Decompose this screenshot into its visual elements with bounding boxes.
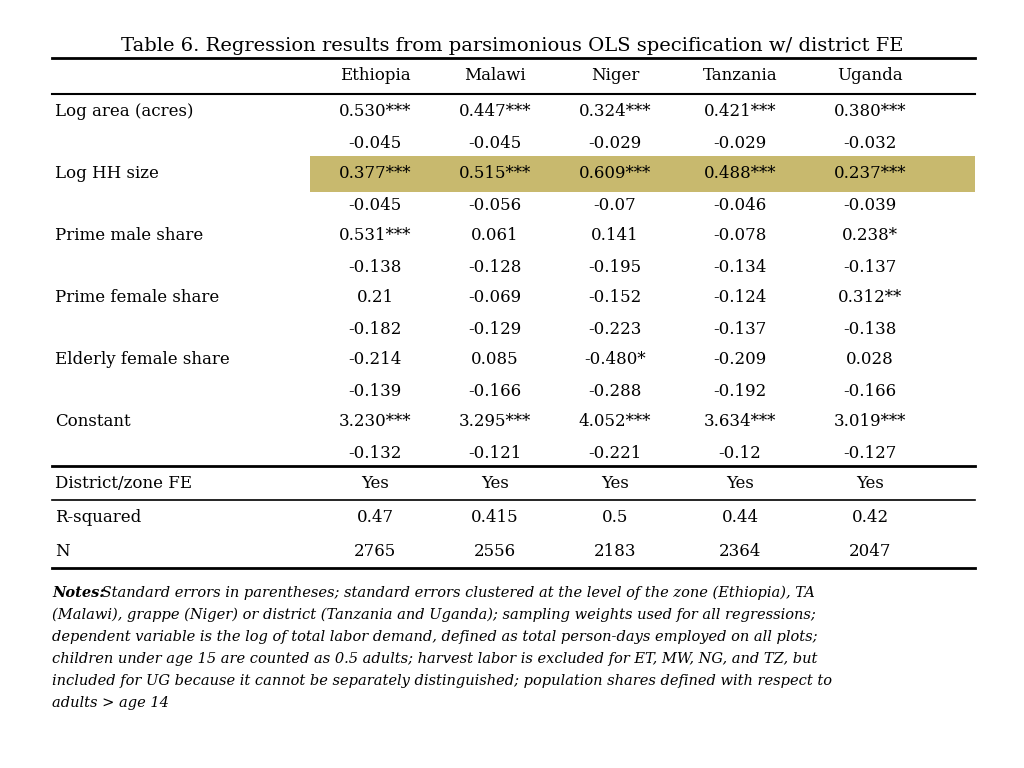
- Text: Standard errors in parentheses; standard errors clustered at the level of the zo: Standard errors in parentheses; standard…: [97, 586, 815, 601]
- Text: 0.42: 0.42: [851, 508, 889, 525]
- Text: 2364: 2364: [719, 542, 761, 560]
- Text: 0.028: 0.028: [846, 352, 894, 369]
- Text: 0.47: 0.47: [356, 508, 393, 525]
- Text: children under age 15 are counted as 0.5 adults; harvest labor is excluded for E: children under age 15 are counted as 0.5…: [52, 652, 817, 666]
- Text: 0.141: 0.141: [591, 227, 639, 244]
- Text: included for UG because it cannot be separately distinguished; population shares: included for UG because it cannot be sep…: [52, 674, 831, 688]
- Text: 0.531***: 0.531***: [339, 227, 412, 244]
- Text: -0.137: -0.137: [714, 320, 767, 337]
- Text: 3.634***: 3.634***: [703, 413, 776, 431]
- Text: Yes: Yes: [481, 475, 509, 492]
- Text: District/zone FE: District/zone FE: [55, 475, 193, 492]
- Text: Yes: Yes: [601, 475, 629, 492]
- Text: -0.132: -0.132: [348, 445, 401, 462]
- Text: -0.045: -0.045: [348, 134, 401, 151]
- Text: -0.223: -0.223: [589, 320, 642, 337]
- Text: (Malawi), grappe (Niger) or district (Tanzania and Uganda); sampling weights use: (Malawi), grappe (Niger) or district (Ta…: [52, 608, 816, 622]
- Text: 0.609***: 0.609***: [579, 165, 651, 183]
- Text: -0.138: -0.138: [348, 259, 401, 276]
- Text: -0.134: -0.134: [714, 259, 767, 276]
- Text: Malawi: Malawi: [464, 68, 525, 84]
- Text: Niger: Niger: [591, 68, 639, 84]
- Text: 4.052***: 4.052***: [579, 413, 651, 431]
- Text: 0.5: 0.5: [602, 508, 628, 525]
- Text: 0.421***: 0.421***: [703, 104, 776, 121]
- Text: -0.078: -0.078: [714, 227, 767, 244]
- Text: Yes: Yes: [726, 475, 754, 492]
- Text: -0.124: -0.124: [714, 290, 767, 306]
- Text: dependent variable is the log of total labor demand, defined as total person-day: dependent variable is the log of total l…: [52, 630, 817, 644]
- Text: -0.128: -0.128: [468, 259, 521, 276]
- Text: Ethiopia: Ethiopia: [340, 68, 411, 84]
- Text: -0.069: -0.069: [468, 290, 521, 306]
- Text: -0.129: -0.129: [468, 320, 521, 337]
- Text: 2183: 2183: [594, 542, 636, 560]
- Text: Uganda: Uganda: [838, 68, 903, 84]
- Text: Yes: Yes: [856, 475, 884, 492]
- Text: -0.166: -0.166: [468, 382, 521, 399]
- Text: -0.214: -0.214: [348, 352, 401, 369]
- Text: 0.515***: 0.515***: [459, 165, 531, 183]
- Text: 3.019***: 3.019***: [834, 413, 906, 431]
- Text: -0.127: -0.127: [844, 445, 897, 462]
- Bar: [310, 156, 975, 192]
- Text: -0.045: -0.045: [468, 134, 521, 151]
- Text: N: N: [55, 542, 70, 560]
- Text: -0.032: -0.032: [844, 134, 897, 151]
- Text: Log area (acres): Log area (acres): [55, 104, 194, 121]
- Text: -0.221: -0.221: [589, 445, 642, 462]
- Text: Tanzania: Tanzania: [702, 68, 777, 84]
- Text: Constant: Constant: [55, 413, 131, 431]
- Text: 0.237***: 0.237***: [834, 165, 906, 183]
- Text: -0.039: -0.039: [844, 197, 897, 214]
- Text: 0.530***: 0.530***: [339, 104, 412, 121]
- Text: -0.12: -0.12: [719, 445, 762, 462]
- Text: 0.447***: 0.447***: [459, 104, 531, 121]
- Text: -0.139: -0.139: [348, 382, 401, 399]
- Text: Table 6. Regression results from parsimonious OLS specification w/ district FE: Table 6. Regression results from parsimo…: [121, 37, 903, 55]
- Text: -0.182: -0.182: [348, 320, 401, 337]
- Text: 0.415: 0.415: [471, 508, 519, 525]
- Text: 3.230***: 3.230***: [339, 413, 412, 431]
- Text: Prime male share: Prime male share: [55, 227, 203, 244]
- Text: -0.029: -0.029: [589, 134, 642, 151]
- Text: 0.061: 0.061: [471, 227, 519, 244]
- Text: -0.209: -0.209: [714, 352, 767, 369]
- Text: -0.029: -0.029: [714, 134, 767, 151]
- Text: Notes:: Notes:: [52, 586, 104, 600]
- Text: 0.488***: 0.488***: [703, 165, 776, 183]
- Text: -0.166: -0.166: [844, 382, 897, 399]
- Text: -0.07: -0.07: [594, 197, 636, 214]
- Text: 0.085: 0.085: [471, 352, 519, 369]
- Text: Elderly female share: Elderly female share: [55, 352, 229, 369]
- Text: adults > age 14: adults > age 14: [52, 696, 169, 710]
- Text: -0.138: -0.138: [844, 320, 897, 337]
- Text: 0.377***: 0.377***: [339, 165, 412, 183]
- Text: 0.21: 0.21: [356, 290, 393, 306]
- Text: 2556: 2556: [474, 542, 516, 560]
- Text: -0.195: -0.195: [589, 259, 642, 276]
- Text: -0.152: -0.152: [589, 290, 642, 306]
- Text: 0.312**: 0.312**: [838, 290, 902, 306]
- Text: Log HH size: Log HH size: [55, 165, 159, 183]
- Text: 0.324***: 0.324***: [579, 104, 651, 121]
- Text: -0.045: -0.045: [348, 197, 401, 214]
- Text: 3.295***: 3.295***: [459, 413, 531, 431]
- Text: 0.44: 0.44: [722, 508, 759, 525]
- Text: 0.238*: 0.238*: [842, 227, 898, 244]
- Text: 2765: 2765: [354, 542, 396, 560]
- Text: R-squared: R-squared: [55, 508, 141, 525]
- Text: -0.137: -0.137: [844, 259, 897, 276]
- Text: -0.480*: -0.480*: [584, 352, 646, 369]
- Text: 2047: 2047: [849, 542, 891, 560]
- Text: -0.121: -0.121: [468, 445, 521, 462]
- Text: -0.192: -0.192: [714, 382, 767, 399]
- Text: Prime female share: Prime female share: [55, 290, 219, 306]
- Text: -0.056: -0.056: [468, 197, 521, 214]
- Text: 0.380***: 0.380***: [834, 104, 906, 121]
- Text: -0.046: -0.046: [714, 197, 767, 214]
- Text: -0.288: -0.288: [589, 382, 642, 399]
- Text: Yes: Yes: [361, 475, 389, 492]
